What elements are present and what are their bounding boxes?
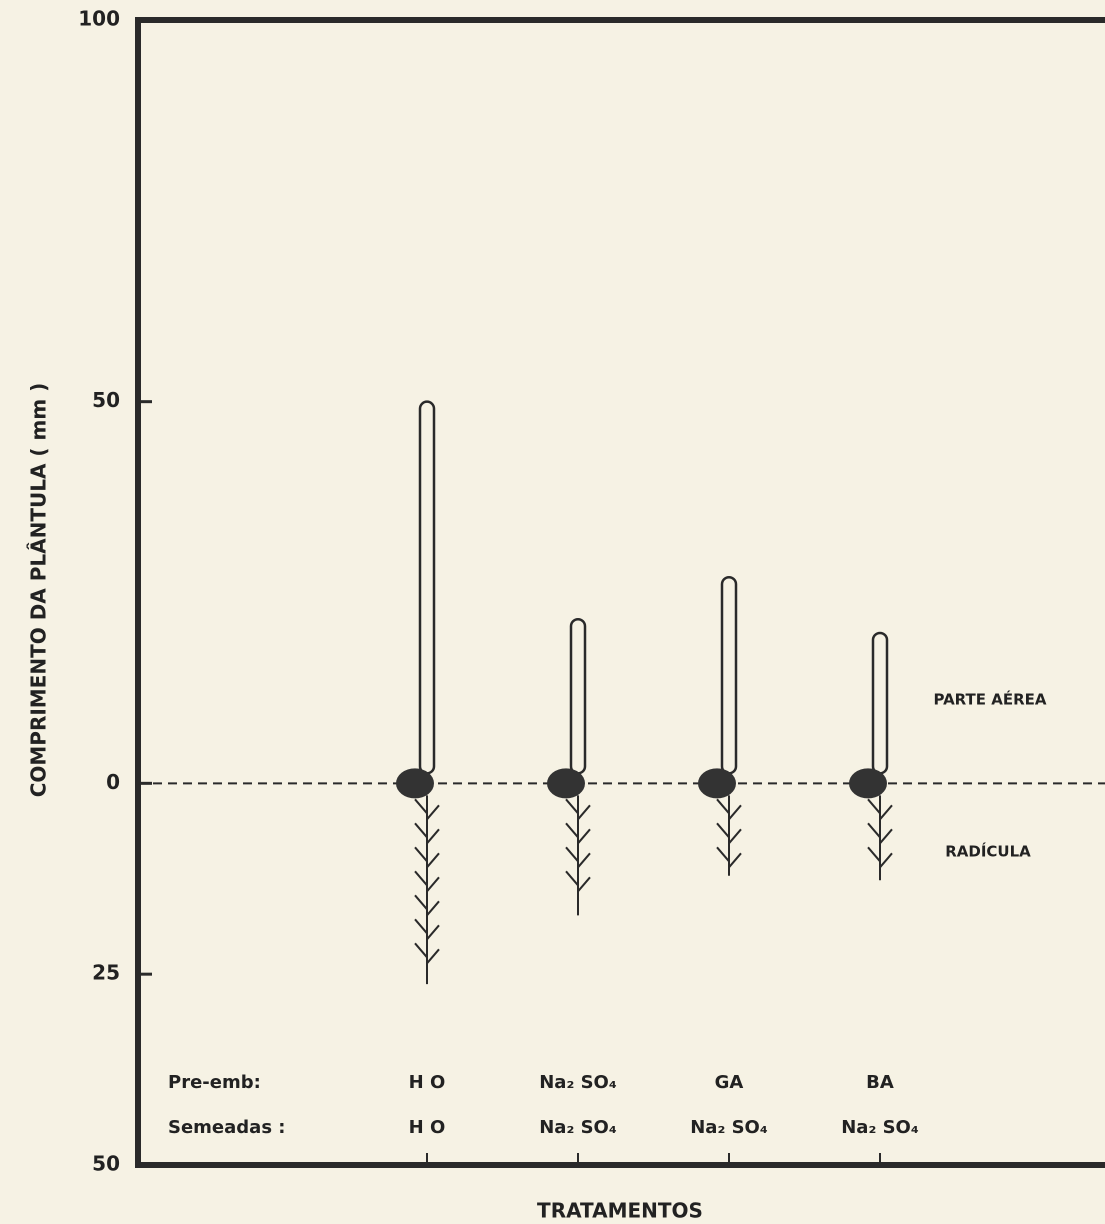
y-tick-label: 100: [78, 7, 120, 31]
shoot: [720, 575, 738, 775]
radicle: [867, 795, 893, 881]
shoot: [418, 400, 436, 775]
row-label: Pre-emb:: [168, 1072, 261, 1093]
x-tick-label: Na₂ SO₄: [539, 1072, 617, 1093]
x-tick-label: Na₂ SO₄: [841, 1117, 919, 1138]
y-tick-label: 25: [92, 961, 120, 985]
x-tick-label: GA: [715, 1072, 744, 1093]
row-label: Semeadas :: [168, 1117, 286, 1138]
series-label: PARTE AÉREA: [933, 690, 1046, 709]
x-tick-label: Na₂ SO₄: [539, 1117, 617, 1138]
x-axis-title: TRATAMENTOS: [537, 1199, 703, 1223]
seed: [396, 768, 434, 799]
radicle: [716, 795, 742, 876]
y-tick-label: 0: [106, 770, 120, 794]
x-tick-label: Na₂ SO₄: [690, 1117, 768, 1138]
y-tick-label: 50: [92, 388, 120, 412]
x-tick-label: BA: [866, 1072, 894, 1093]
radicle: [565, 795, 591, 916]
seed: [849, 768, 887, 799]
shoot: [871, 631, 889, 775]
seed: [698, 768, 736, 799]
y-tick-label: 50: [92, 1152, 120, 1176]
radicle: [414, 795, 440, 985]
y-axis-title: COMPRIMENTO DA PLÂNTULA ( mm ): [27, 383, 51, 798]
x-tick-label: H O: [409, 1072, 446, 1093]
x-tick-label: H O: [409, 1117, 446, 1138]
shoot: [569, 617, 587, 775]
seed: [547, 768, 585, 799]
series-label: RADÍCULA: [945, 842, 1031, 861]
